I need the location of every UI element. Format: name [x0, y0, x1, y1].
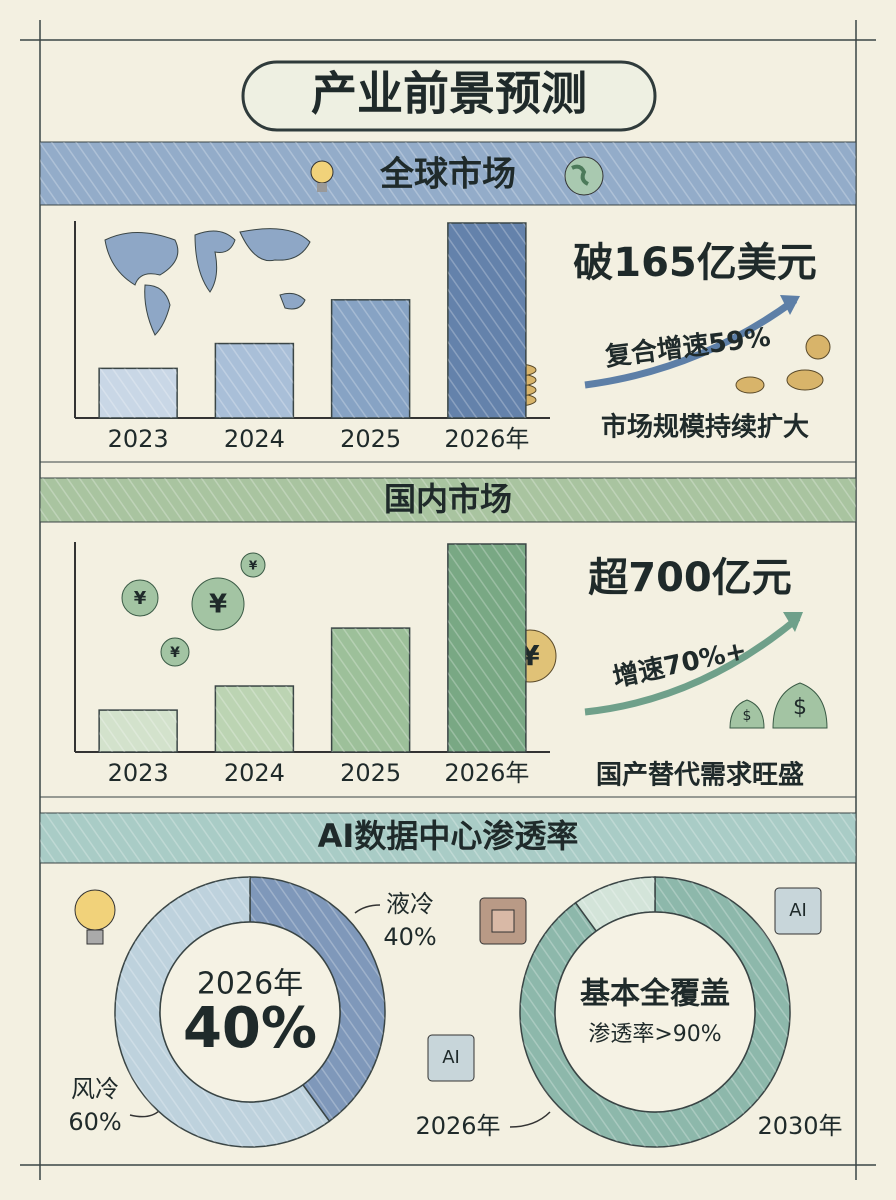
chip-label: AI	[789, 900, 807, 921]
panel	[39, 521, 857, 798]
texture	[250, 877, 385, 1122]
growth-label: 复合增速59%	[603, 321, 772, 372]
texture	[215, 686, 294, 752]
section-title: 国内市场	[384, 480, 512, 518]
x-tick-label: 2025	[340, 425, 401, 453]
center-label: 基本全覆盖	[580, 977, 730, 1012]
bulb-icon	[310, 160, 334, 192]
texture	[40, 478, 856, 522]
value-label: 60%	[68, 1108, 121, 1136]
texture	[99, 368, 178, 418]
center-label: 40%	[183, 996, 317, 1061]
growth-arrow	[584, 615, 801, 716]
globe-icon	[564, 156, 604, 196]
texture	[447, 223, 526, 418]
legend-label: 液冷	[386, 890, 434, 918]
x-tick-label: 2026年	[444, 425, 529, 453]
chip-icon	[479, 897, 527, 945]
arrow-head	[780, 295, 800, 315]
title-pill	[241, 60, 657, 132]
pointer	[354, 904, 381, 914]
growth-arrow	[584, 297, 798, 389]
yen-symbol: ¥	[134, 588, 147, 609]
annotation: 2026年	[415, 1112, 500, 1140]
x-tick-label: 2024	[224, 425, 285, 453]
dollar-symbol: $	[743, 708, 752, 724]
pointer	[509, 1111, 551, 1128]
texture	[215, 343, 294, 418]
chip-icon	[427, 887, 822, 1082]
texture	[331, 299, 410, 418]
value-label: 40%	[383, 923, 436, 951]
texture	[40, 142, 856, 205]
texture	[40, 813, 856, 863]
section-title: AI数据中心渗透率	[318, 817, 579, 855]
page-title: 产业前景预测	[311, 67, 587, 121]
dollar-symbol: $	[793, 695, 807, 720]
texture	[575, 877, 655, 932]
headline: 超700亿元	[588, 555, 792, 601]
legend-label: 风冷	[71, 1075, 119, 1103]
yen-symbol: ¥	[170, 645, 180, 661]
world-map	[104, 228, 311, 336]
arrow-head	[783, 612, 803, 632]
x-tick-label: 2023	[108, 425, 169, 453]
donut-hole	[554, 911, 756, 1113]
caption: 市场规模持续扩大	[601, 412, 809, 443]
x-tick-label: 2023	[108, 759, 169, 787]
texture	[99, 710, 178, 752]
annotation: 2030年	[757, 1112, 842, 1140]
headline: 破165亿美元	[573, 240, 817, 286]
x-tick-label: 2025	[340, 759, 401, 787]
texture	[447, 544, 526, 752]
yen-symbol: ¥	[209, 590, 227, 620]
x-tick-label: 2026年	[444, 759, 529, 787]
bulb-icon	[74, 889, 116, 945]
chip-label: AI	[442, 1047, 460, 1068]
center-label: 2026年	[197, 967, 303, 1002]
panel	[39, 204, 857, 463]
center-label: 渗透率>90%	[588, 1022, 721, 1047]
section-title: 全球市场	[379, 155, 516, 195]
pointer	[129, 1109, 161, 1118]
x-tick-label: 2024	[224, 759, 285, 787]
growth-label: 增速70%+	[610, 635, 750, 694]
money-bags	[729, 682, 828, 729]
panel	[39, 862, 857, 1166]
texture	[331, 628, 410, 752]
texture	[114, 877, 330, 1147]
yen-symbol: ¥	[249, 559, 258, 573]
donut-hole	[159, 921, 341, 1103]
caption: 国产替代需求旺盛	[596, 760, 804, 791]
